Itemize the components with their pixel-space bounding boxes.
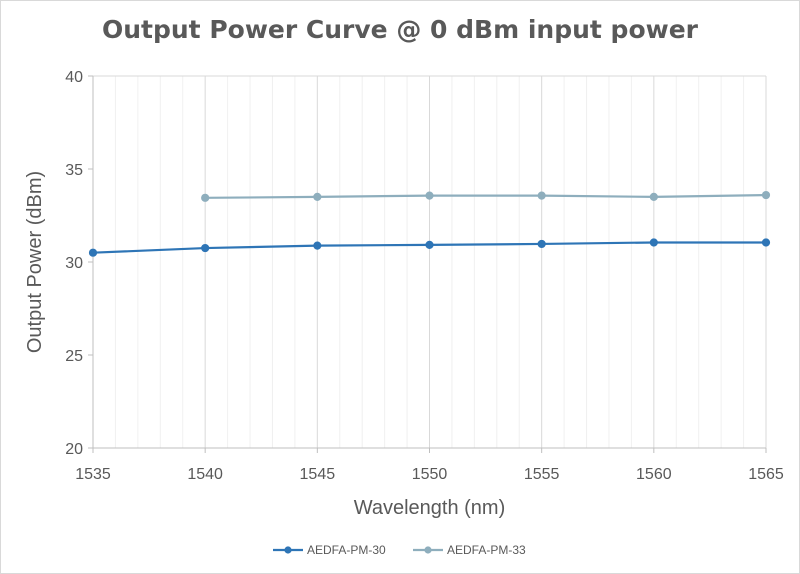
- legend-label: AEDFA-PM-30: [307, 543, 386, 557]
- y-tick-label: 25: [65, 348, 83, 365]
- data-point: [201, 243, 210, 253]
- x-tick-label: 1560: [636, 466, 672, 483]
- data-point: [425, 191, 434, 200]
- gridlines: [92, 76, 767, 448]
- y-tick-label: 35: [65, 162, 83, 179]
- y-tick-label: 20: [65, 441, 83, 458]
- data-point: [537, 239, 546, 249]
- data-point: [313, 241, 322, 250]
- x-tick-label: 1550: [412, 466, 448, 483]
- x-tick-label: 1555: [524, 466, 560, 483]
- data-point: [761, 238, 771, 247]
- y-axis-label: Output Power (dBm): [24, 171, 46, 353]
- legend-marker: [424, 546, 432, 554]
- data-point: [201, 193, 210, 202]
- data-point: [313, 192, 322, 201]
- chart-title: Output Power Curve @ 0 dBm input power: [101, 15, 699, 44]
- series-line: [205, 193, 767, 199]
- series-AEDFA-PM-30: [88, 238, 771, 257]
- data-point: [537, 191, 546, 200]
- x-tick-label: 1565: [748, 466, 784, 483]
- series-group: [88, 190, 771, 257]
- data-point: [649, 192, 658, 201]
- legend: AEDFA-PM-30 AEDFA-PM-33: [273, 543, 526, 557]
- x-tick-label: 1535: [75, 466, 111, 483]
- series-AEDFA-PM-33: [201, 190, 771, 202]
- legend-item: AEDFA-PM-30: [273, 543, 386, 557]
- data-point: [761, 190, 771, 200]
- tick-labels: 20 25 30 35 40 1535 1540 1545 1550 1555 1560 1565: [65, 69, 784, 483]
- legend-label: AEDFA-PM-33: [447, 543, 526, 557]
- x-tick-label: 1545: [300, 466, 336, 483]
- x-tick-label: 1540: [187, 466, 223, 483]
- y-tick-label: 40: [65, 69, 83, 86]
- x-axis-label: Wavelength (nm): [354, 497, 506, 519]
- legend-marker: [284, 546, 292, 554]
- data-point: [88, 248, 98, 257]
- legend-item: AEDFA-PM-33: [413, 543, 526, 557]
- data-point: [425, 240, 434, 249]
- data-point: [649, 238, 658, 247]
- y-tick-label: 30: [65, 255, 83, 272]
